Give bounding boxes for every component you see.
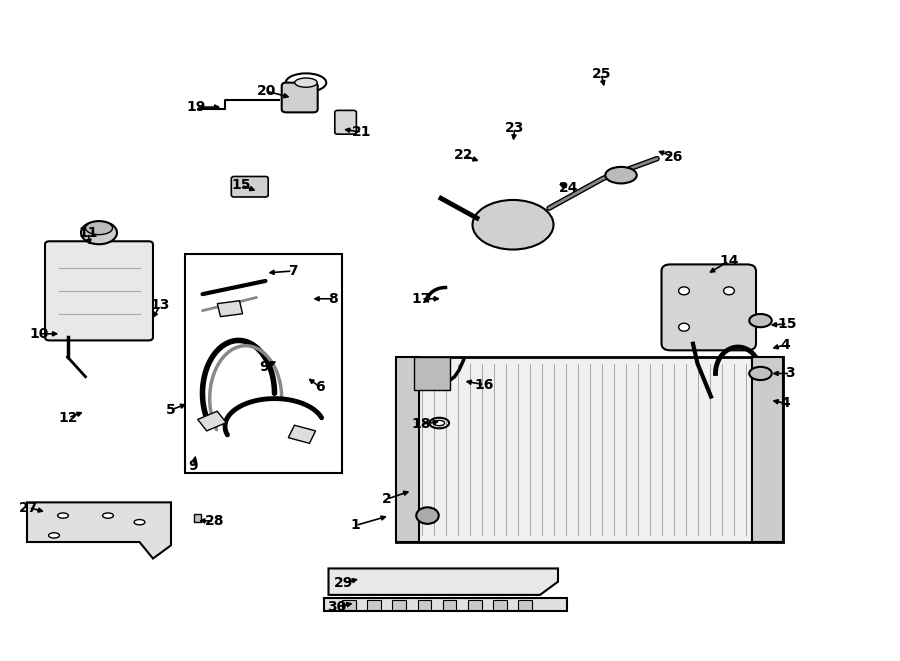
- Bar: [184, 254, 342, 473]
- Text: 1: 1: [351, 518, 360, 533]
- Text: 12: 12: [58, 410, 78, 425]
- Ellipse shape: [679, 287, 689, 295]
- Text: 7: 7: [288, 264, 297, 278]
- Text: 10: 10: [30, 327, 50, 341]
- Text: 15: 15: [778, 317, 797, 331]
- Bar: [288, 425, 316, 444]
- Ellipse shape: [679, 323, 689, 331]
- Bar: [392, 600, 406, 610]
- Ellipse shape: [605, 167, 637, 183]
- Text: 11: 11: [78, 225, 98, 240]
- FancyBboxPatch shape: [231, 176, 268, 197]
- Text: 15: 15: [231, 178, 251, 192]
- FancyBboxPatch shape: [335, 110, 356, 134]
- Ellipse shape: [724, 287, 734, 295]
- Ellipse shape: [472, 200, 554, 249]
- Bar: [198, 411, 226, 431]
- FancyBboxPatch shape: [662, 264, 756, 350]
- Ellipse shape: [416, 508, 439, 524]
- Bar: [418, 600, 431, 610]
- Text: 4: 4: [780, 338, 789, 352]
- Ellipse shape: [81, 221, 117, 244]
- Bar: [468, 600, 482, 610]
- Text: 17: 17: [411, 292, 431, 306]
- Bar: [414, 357, 450, 390]
- Ellipse shape: [295, 78, 317, 87]
- Text: 22: 22: [454, 148, 473, 163]
- Ellipse shape: [86, 221, 112, 235]
- Text: 9: 9: [259, 360, 268, 374]
- Text: 20: 20: [256, 84, 276, 98]
- Bar: [396, 357, 783, 542]
- Ellipse shape: [434, 420, 445, 426]
- Polygon shape: [328, 568, 558, 595]
- Polygon shape: [324, 598, 567, 611]
- Text: 3: 3: [786, 366, 795, 381]
- Text: 9: 9: [189, 459, 198, 473]
- Ellipse shape: [134, 520, 145, 525]
- Text: 2: 2: [382, 492, 392, 506]
- Bar: [493, 600, 507, 610]
- Text: 4: 4: [780, 396, 789, 410]
- Text: 16: 16: [474, 377, 494, 392]
- Ellipse shape: [749, 367, 772, 380]
- Text: 19: 19: [186, 100, 206, 114]
- Bar: [443, 600, 456, 610]
- Ellipse shape: [58, 513, 68, 518]
- Text: 13: 13: [150, 298, 170, 313]
- Text: 6: 6: [315, 379, 324, 394]
- Bar: [396, 357, 418, 542]
- Text: 25: 25: [591, 67, 611, 81]
- Ellipse shape: [749, 314, 772, 327]
- Bar: [752, 357, 783, 542]
- Text: 26: 26: [663, 149, 683, 164]
- Text: 5: 5: [166, 403, 176, 417]
- Bar: [518, 600, 532, 610]
- Polygon shape: [27, 502, 171, 559]
- Text: 18: 18: [411, 417, 431, 432]
- Text: 29: 29: [334, 576, 354, 590]
- Bar: [367, 600, 381, 610]
- Text: 23: 23: [505, 121, 525, 136]
- FancyBboxPatch shape: [282, 83, 318, 112]
- Text: 21: 21: [352, 125, 372, 139]
- Text: 8: 8: [328, 292, 338, 306]
- Text: 28: 28: [204, 514, 224, 528]
- Text: 27: 27: [19, 500, 39, 515]
- Bar: [194, 514, 201, 522]
- Ellipse shape: [103, 513, 113, 518]
- Text: 14: 14: [719, 254, 739, 268]
- FancyBboxPatch shape: [45, 241, 153, 340]
- Text: 30: 30: [327, 600, 346, 614]
- Text: 24: 24: [559, 181, 579, 196]
- Bar: [342, 600, 356, 610]
- Bar: [217, 301, 243, 317]
- Ellipse shape: [49, 533, 59, 538]
